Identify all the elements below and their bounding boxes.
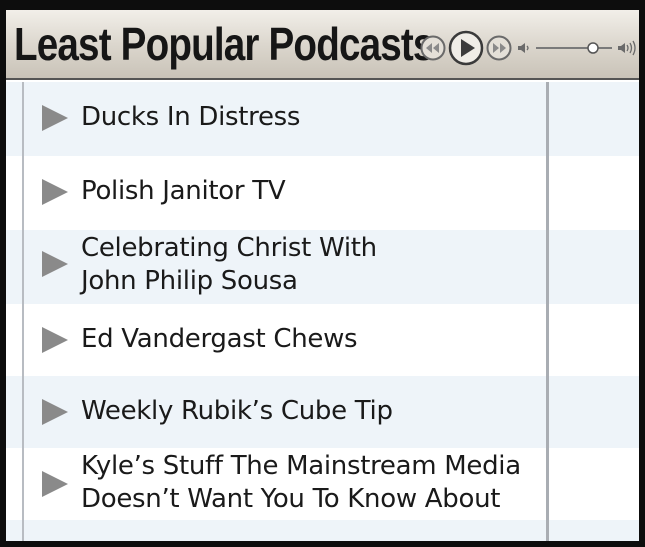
list-divider-right [546,82,549,541]
page-title: Least Popular Podcasts [14,18,434,70]
podcast-title: Ed Vandergast Chews [81,324,358,354]
list-item[interactable]: Celebrating Christ With John Philip Sous… [6,230,639,304]
list-item[interactable]: Ed Vandergast Chews [6,304,639,376]
play-triangle-icon[interactable] [40,251,70,277]
podcast-title: Celebrating Christ With [81,233,377,263]
play-icon[interactable] [448,30,484,66]
list-item[interactable]: Weekly Rubik’s Cube Tip [6,376,639,448]
player-controls [420,30,636,66]
list-item[interactable]: Kyle’s Stuff The Mainstream Media Doesn’… [6,448,639,520]
volume-slider-handle[interactable] [587,42,599,54]
fast-forward-icon[interactable] [486,35,512,61]
podcast-title: Polish Janitor TV [81,176,286,206]
play-triangle-icon[interactable] [40,105,70,131]
list-item-empty [6,520,639,541]
podcast-title: Weekly Rubik’s Cube Tip [81,396,393,426]
list-item[interactable]: Ducks In Distress [6,82,639,156]
play-triangle-icon[interactable] [40,179,70,205]
play-triangle-icon[interactable] [40,327,70,353]
play-triangle-icon[interactable] [40,471,70,497]
volume-low-icon [518,43,529,53]
play-triangle-icon[interactable] [40,399,70,425]
podcast-title: Ducks In Distress [81,102,301,132]
header-bar: Least Popular Podcasts [6,10,639,80]
rewind-icon[interactable] [420,35,446,61]
podcast-list: Ducks In Distress Polish Janitor TV Cele… [6,82,639,541]
volume-high-icon [618,40,636,56]
podcast-title: Kyle’s Stuff The Mainstream Media [81,451,521,481]
list-item[interactable]: Polish Janitor TV [6,156,639,230]
volume-slider[interactable] [534,39,614,57]
podcast-panel: Least Popular Podcasts [6,10,639,541]
list-divider-left [22,82,24,541]
podcast-title-line2: Doesn’t Want You To Know About [81,484,501,514]
podcast-title-line2: John Philip Sousa [81,266,298,296]
